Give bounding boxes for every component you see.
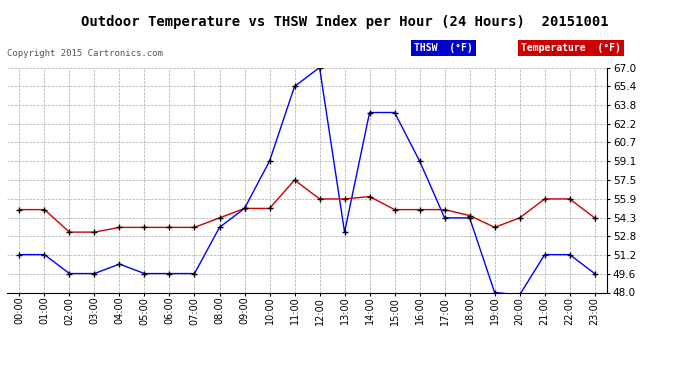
- Text: Outdoor Temperature vs THSW Index per Hour (24 Hours)  20151001: Outdoor Temperature vs THSW Index per Ho…: [81, 15, 609, 29]
- Text: Temperature  (°F): Temperature (°F): [521, 43, 621, 53]
- Text: THSW  (°F): THSW (°F): [414, 43, 473, 53]
- Text: Copyright 2015 Cartronics.com: Copyright 2015 Cartronics.com: [7, 49, 163, 58]
